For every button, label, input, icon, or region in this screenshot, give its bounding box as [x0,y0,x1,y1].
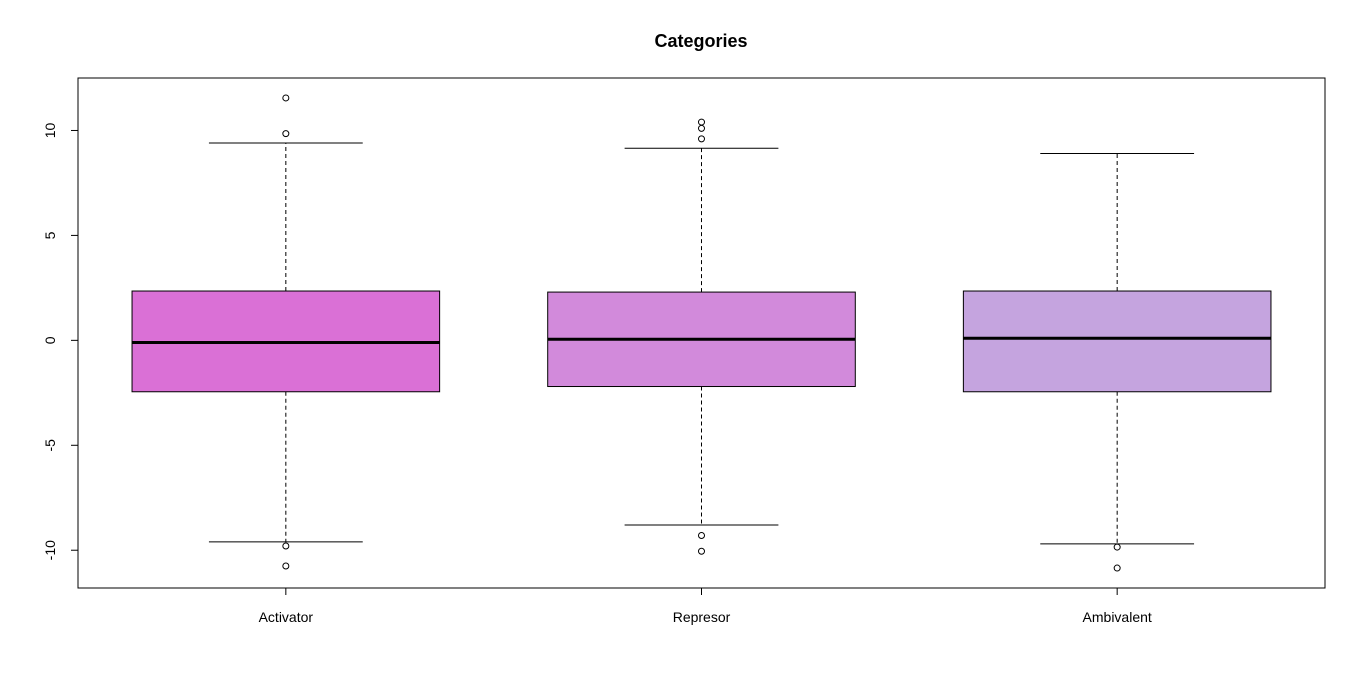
outlier-point [282,94,290,102]
outlier-point [698,135,705,143]
outlier-point [282,542,290,550]
outlier-point [282,562,290,570]
box-group-ambivalent [962,153,1272,572]
outlier-point [698,124,705,132]
boxes [131,94,1272,572]
outlier-point [698,547,705,555]
chart-title: Categories [654,31,747,51]
outlier-point [1113,564,1121,572]
x-tick-label: Ambivalent [1083,609,1152,625]
outlier-point [698,118,705,126]
y-tick-label: 5 [42,231,58,239]
outlier-point [282,130,290,138]
outlier-point [698,532,705,540]
box-group-represor [547,118,856,555]
box-group-activator [131,94,441,570]
y-tick-label: -5 [42,439,58,452]
y-tick-label: -10 [42,540,58,560]
iqr-box [962,290,1272,393]
outlier-point [1113,543,1121,551]
y-tick-label: 0 [42,336,58,344]
x-tick-label: Represor [673,609,731,625]
x-tick-label: Activator [259,609,314,625]
x-axis: Activator Represor Ambivalent [259,587,1152,625]
y-tick-label: 10 [42,122,58,138]
y-axis: -10 -5 0 5 10 [42,122,79,560]
